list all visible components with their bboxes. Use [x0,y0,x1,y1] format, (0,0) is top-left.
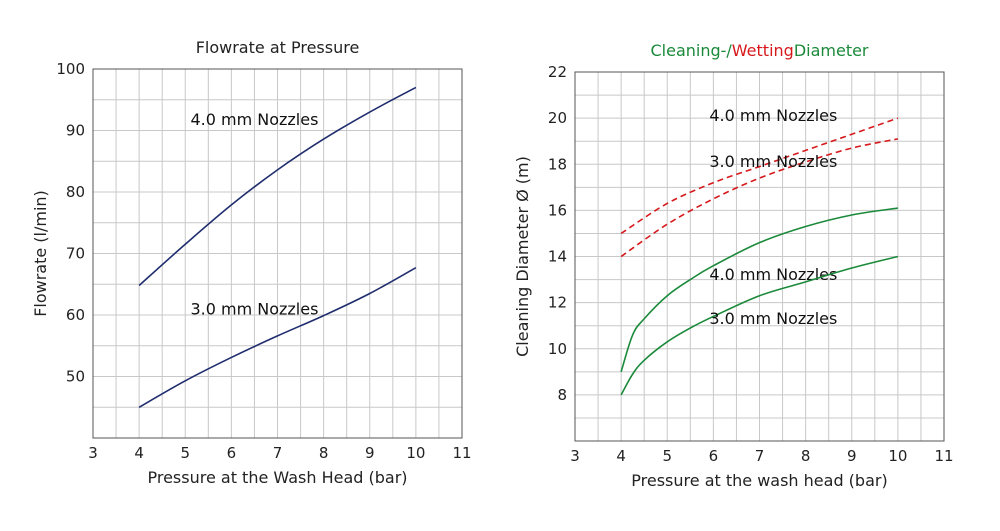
series-line [138,86,417,287]
y-axis-label: Cleaning Diameter Ø (m) [513,156,532,357]
series-label: 3.0 mm Nozzles [709,152,837,171]
x-tick-label: 8 [319,444,329,462]
y-tick-label: 80 [66,183,85,201]
y-tick-label: 90 [66,122,85,140]
flowrate-chart: 3 4 5 6 7 8 9 10 11 50 60 70 80 90 100 Pressure at the … [31,38,472,487]
series-line [620,255,899,396]
chart-title-part: Cleaning-/ [650,41,732,60]
cleaning-diameter-chart: 3 4 5 6 7 8 9 10 11 8 10 12 14 16 18 20 22 Pressure at th… [513,41,954,490]
x-tick-label: 10 [406,444,425,462]
x-tick-label: 5 [662,447,672,465]
y-tick-label: 70 [66,245,85,263]
y-axis-label: Flowrate (l/min) [31,190,50,317]
y-tick-label: 16 [548,201,567,219]
y-tick-label: 8 [557,386,567,404]
series-label: 3.0 mm Nozzles [709,309,837,328]
x-axis-label: Pressure at the Wash Head (bar) [147,468,407,487]
x-tick-label: 10 [888,447,907,465]
y-tick-label: 100 [56,60,85,78]
series-label: 4.0 mm Nozzles [190,110,318,129]
chart-title-part: Wetting [732,41,794,60]
chart-title: Flowrate at Pressure [196,38,360,57]
x-tick-label: 9 [365,444,375,462]
x-tick-label: 11 [934,447,953,465]
x-tick-label: 6 [227,444,237,462]
chart-title-part: Diameter [794,41,869,60]
x-tick-label: 3 [570,447,580,465]
y-tick-label: 14 [548,248,567,266]
series-line [620,117,899,235]
x-tick-label: 6 [709,447,719,465]
series-label: 4.0 mm Nozzles [709,106,837,125]
chart-title: Cleaning-/WettingDiameter [650,41,868,60]
x-tick-label: 4 [134,444,144,462]
y-tick-label: 12 [548,294,567,312]
x-tick-label: 7 [273,444,283,462]
x-tick-label: 4 [616,447,626,465]
y-tick-label: 50 [66,368,85,386]
x-tick-label: 8 [801,447,811,465]
y-tick-label: 10 [548,340,567,358]
y-tick-label: 22 [548,63,567,81]
grid-lines [93,69,462,438]
x-tick-label: 3 [88,444,98,462]
series-label: 4.0 mm Nozzles [709,265,837,284]
x-tick-label: 9 [847,447,857,465]
plot-frame [574,71,945,442]
x-axis-label: Pressure at the wash head (bar) [631,471,887,490]
series-label: 3.0 mm Nozzles [190,299,318,318]
y-tick-label: 18 [548,155,567,173]
plot-frame [92,68,463,439]
x-tick-label: 7 [755,447,765,465]
x-tick-label: 11 [452,444,471,462]
series-line [620,207,898,373]
y-tick-label: 60 [66,306,85,324]
y-tick-label: 20 [548,109,567,127]
x-tick-label: 5 [180,444,190,462]
grid-lines [575,72,944,441]
series-line [138,266,417,408]
